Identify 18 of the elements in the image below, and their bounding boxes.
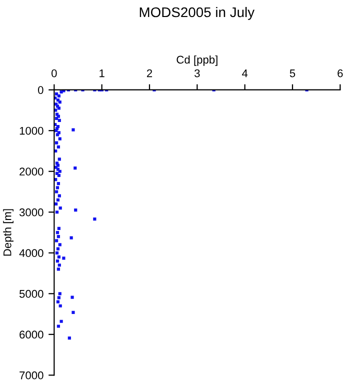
- y-axis-title: Depth [m]: [3, 209, 14, 256]
- x-tick-label: 3: [194, 69, 200, 78]
- y-tick-label: 1000: [20, 126, 44, 135]
- chart-title: MODS2005 in July: [140, 6, 255, 20]
- x-axis-title: Cd [ppb]: [176, 55, 218, 66]
- y-tick-label: 2000: [20, 168, 44, 176]
- y-tick-label: 5000: [19, 290, 44, 298]
- x-tick-label: 6: [338, 69, 343, 78]
- y-tick-label: 6000: [20, 330, 44, 339]
- x-tick-label: 5: [290, 69, 296, 78]
- x-tick-label: 2: [146, 69, 152, 78]
- x-tick-label: 0: [52, 69, 57, 78]
- y-tick-label: 0: [38, 86, 44, 94]
- y-tick-label: 7000: [20, 371, 44, 380]
- y-tick-label: 3000: [19, 208, 44, 216]
- x-tick-label: 1: [100, 69, 104, 78]
- y-tick-label: 4000: [19, 249, 44, 258]
- x-tick-label: 4: [242, 69, 248, 78]
